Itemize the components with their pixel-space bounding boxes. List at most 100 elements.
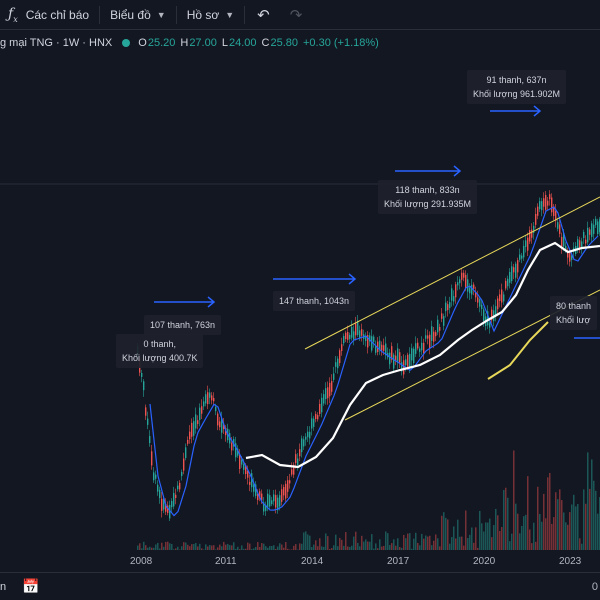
candle-body [529,230,531,242]
candle-body [559,224,561,234]
volume-bar [141,548,143,550]
volume-bar [595,490,597,550]
moving-average-blue [149,206,599,517]
volume-bar [435,534,437,550]
undo-icon[interactable]: ↶ [257,6,270,24]
candle-body [419,348,421,352]
charts-dropdown[interactable]: Biểu đồ ▼ [102,0,174,30]
volume-bar [217,547,219,550]
candle-body [499,294,501,302]
candle-body [281,489,283,502]
candle-body [325,388,327,400]
top-toolbar: ƒx Các chỉ báo Biểu đồ ▼ Hồ sơ ▼ ↶ ↷ [0,0,600,30]
candle-body [145,407,147,416]
candle-body [437,319,439,333]
volume-bar [407,533,409,550]
candle-body [201,406,203,414]
volume-bar [385,531,387,550]
volume-bar [411,548,413,550]
volume-bar [417,542,419,550]
volume-bar [351,545,353,550]
volume-bar [339,537,341,550]
arrow-icon [490,105,542,117]
candle-body [511,266,513,281]
candle-body [369,335,371,342]
candle-body [163,498,165,510]
candle-body [391,346,393,360]
range-annotation[interactable]: 0 thanh, Khối lượng 400.7K [116,334,204,368]
candle-body [171,500,173,508]
volume-bar [499,531,501,550]
yellow-curve [487,321,549,380]
volume-bar [507,497,509,550]
range-annotation[interactable]: 147 thanh, 1043n [273,291,356,311]
candle-body [273,494,275,502]
profile-dropdown[interactable]: Hồ sơ ▼ [179,0,242,30]
volume-bar [241,545,243,550]
candle-body [537,206,539,216]
fx-icon: ƒx [8,5,18,24]
redo-icon[interactable]: ↷ [289,6,303,24]
volume-bar [187,544,189,550]
high-value: 27.00 [189,37,217,49]
range-annotation[interactable]: 91 thanh, 637n Khối lượng 961.902M [467,70,566,104]
symbol-title[interactable]: g mại TNG · 1W · HNX [0,37,113,49]
volume-bar [477,547,479,550]
candle-body [423,342,425,353]
volume-bar [513,450,515,550]
volume-bar [341,539,343,550]
volume-bar [355,531,357,550]
candle-body [355,323,357,336]
chart-canvas[interactable] [0,56,600,572]
indicators-button[interactable]: ƒx Các chỉ báo [0,0,97,30]
volume-bar [329,549,331,550]
candle-body [287,480,289,492]
candle-body [507,278,509,287]
volume-bar [269,545,271,550]
price-chart[interactable] [0,56,600,572]
volume-bar [481,523,483,550]
volume-bar [259,546,261,550]
annotation-line: 91 thanh, 637n [486,75,547,85]
volume-bar [311,547,313,550]
volume-bar [497,515,499,550]
volume-bar [199,543,201,550]
indicators-label: Các chỉ báo [25,7,90,22]
candle-body [161,498,163,511]
candle-body [293,464,295,475]
volume-bar [395,545,397,550]
candle-body [373,336,375,342]
candle-body [263,502,265,512]
candle-body [299,449,301,457]
volume-bar [379,539,381,550]
volume-bar [521,525,523,550]
volume-bar [287,548,289,550]
candle-body [175,494,177,498]
candle-body [549,194,551,200]
candle-body [453,296,455,302]
candle-body [365,335,367,341]
range-annotation[interactable]: 107 thanh, 763n [144,315,222,335]
range-annotation[interactable]: 118 thanh, 833n Khối lượng 291.935M [378,180,477,214]
volume-bar [425,535,427,550]
volume-bar [303,532,305,550]
candle-body [461,272,463,280]
range-annotation[interactable]: 80 thanh Khối lượ [550,296,598,330]
candle-body [285,483,287,499]
calendar-icon[interactable]: 📅 [22,578,40,594]
candle-body [209,392,211,398]
close-value: 25.80 [270,37,298,49]
volume-bar [201,548,203,550]
candle-body [309,431,311,439]
volume-bar [427,536,429,550]
candle-body [223,423,225,430]
volume-bar [571,504,573,550]
volume-bar [393,539,395,550]
annotation-line: 107 thanh, 763n [150,320,216,330]
volume-bar [263,543,265,550]
candle-body [157,484,159,492]
candle-body [143,381,145,391]
volume-bar [539,514,541,550]
volume-bar [389,545,391,550]
volume-bar [235,548,237,550]
